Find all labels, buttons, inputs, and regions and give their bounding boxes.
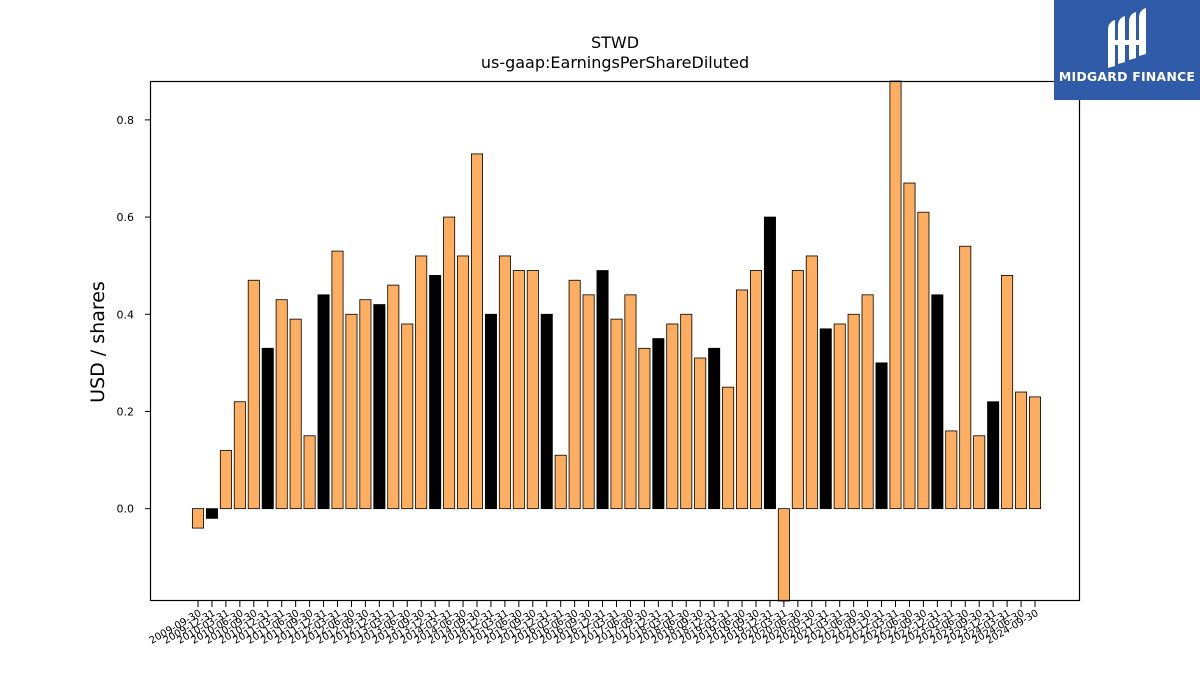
bar-2015-03-31 <box>498 255 511 510</box>
bar-2011-06-30 <box>289 318 302 510</box>
y-axis-label: USD / shares <box>87 281 109 403</box>
bar-2023-06-30 <box>959 245 972 510</box>
bar-2017-03-31 <box>610 318 623 510</box>
bar-2016-12-31 <box>596 270 609 510</box>
bar-2024-09-30 <box>1029 396 1042 510</box>
bar-2010-06-30 <box>233 401 246 510</box>
y-axis-ticks: 0.0 0.2 0.4 0.6 0.8 <box>117 114 150 516</box>
bar-2020-12-31 <box>819 328 832 510</box>
bar-2011-09-30 <box>303 435 316 510</box>
bar-2016-03-31 <box>554 454 567 510</box>
bar-2013-12-31 <box>429 274 442 510</box>
midgard-logo-icon <box>1108 8 1146 68</box>
bar-2023-03-31 <box>945 430 958 510</box>
bar-2013-06-30 <box>401 323 414 510</box>
bar-2011-03-31 <box>275 299 288 510</box>
bar-2009-09-30 <box>191 508 204 529</box>
bar-2020-06-30 <box>791 270 804 510</box>
bar-2021-12-31 <box>875 362 888 510</box>
bar-2012-12-31 <box>373 304 386 510</box>
bar-2017-06-30 <box>624 294 637 510</box>
bar-2022-03-31 <box>889 80 902 510</box>
bar-2013-09-30 <box>415 255 428 510</box>
bar-2015-12-31 <box>540 313 553 510</box>
bar-2010-09-30 <box>247 279 260 510</box>
bar-2010-03-31 <box>219 449 232 510</box>
y-tick-label: 0.4 <box>117 308 135 321</box>
bar-2020-03-31 <box>777 508 790 602</box>
bar-2014-09-30 <box>470 153 483 510</box>
bar-2017-12-31 <box>652 338 665 510</box>
plot-area-frame <box>149 80 1081 602</box>
bar-2018-03-31 <box>666 323 679 510</box>
bar-2019-12-31 <box>763 216 776 510</box>
y-tick-label: 0.6 <box>117 211 135 224</box>
bar-2021-09-30 <box>861 294 874 510</box>
bar-2018-06-30 <box>680 313 693 510</box>
chart-subtitle: us-gaap:EarningsPerShareDiluted <box>481 53 749 72</box>
bar-2021-03-31 <box>833 323 846 510</box>
bar-2024-03-31 <box>1001 274 1014 510</box>
logo-text: MIDGARD FINANCE <box>1058 69 1196 84</box>
bar-2014-03-31 <box>443 216 456 510</box>
bar-2012-03-31 <box>331 250 344 510</box>
bar-2015-09-30 <box>526 270 539 510</box>
bar-2020-09-30 <box>805 255 818 510</box>
bar-2013-03-31 <box>387 284 400 510</box>
midgard-finance-logo: MIDGARD FINANCE <box>1054 0 1200 100</box>
bar-2012-06-30 <box>345 313 358 510</box>
bar-2022-09-30 <box>917 211 930 510</box>
bar-2012-09-30 <box>359 299 372 510</box>
bar-2022-12-31 <box>931 294 944 510</box>
y-tick-label: 0.2 <box>117 405 135 418</box>
bars-group <box>191 80 1042 602</box>
bar-2018-12-31 <box>708 347 721 510</box>
bar-2019-06-30 <box>736 289 749 510</box>
chart-title: STWD <box>591 33 639 52</box>
bar-2016-06-30 <box>568 279 581 510</box>
bar-2019-03-31 <box>722 386 735 510</box>
bar-2009-12-31 <box>205 508 218 519</box>
bar-2024-06-30 <box>1015 391 1028 510</box>
bar-2010-12-31 <box>261 347 274 510</box>
bar-2014-12-31 <box>484 313 497 510</box>
bar-2011-12-31 <box>317 294 330 510</box>
bar-2023-09-30 <box>973 435 986 510</box>
x-axis-ticks: 2009-09-302009-12-312010-03-312010-06-30… <box>148 601 1041 647</box>
bar-2014-06-30 <box>457 255 470 510</box>
bar-2016-09-30 <box>582 294 595 510</box>
bar-2015-06-30 <box>512 270 525 510</box>
bar-2017-09-30 <box>638 347 651 510</box>
bar-2021-06-30 <box>847 313 860 510</box>
y-tick-label: 0.0 <box>117 503 135 516</box>
bar-2023-12-31 <box>987 401 1000 510</box>
bar-2018-09-30 <box>694 357 707 510</box>
bar-2022-06-30 <box>903 182 916 510</box>
bar-2019-09-30 <box>750 270 763 510</box>
y-tick-label: 0.8 <box>117 114 135 127</box>
